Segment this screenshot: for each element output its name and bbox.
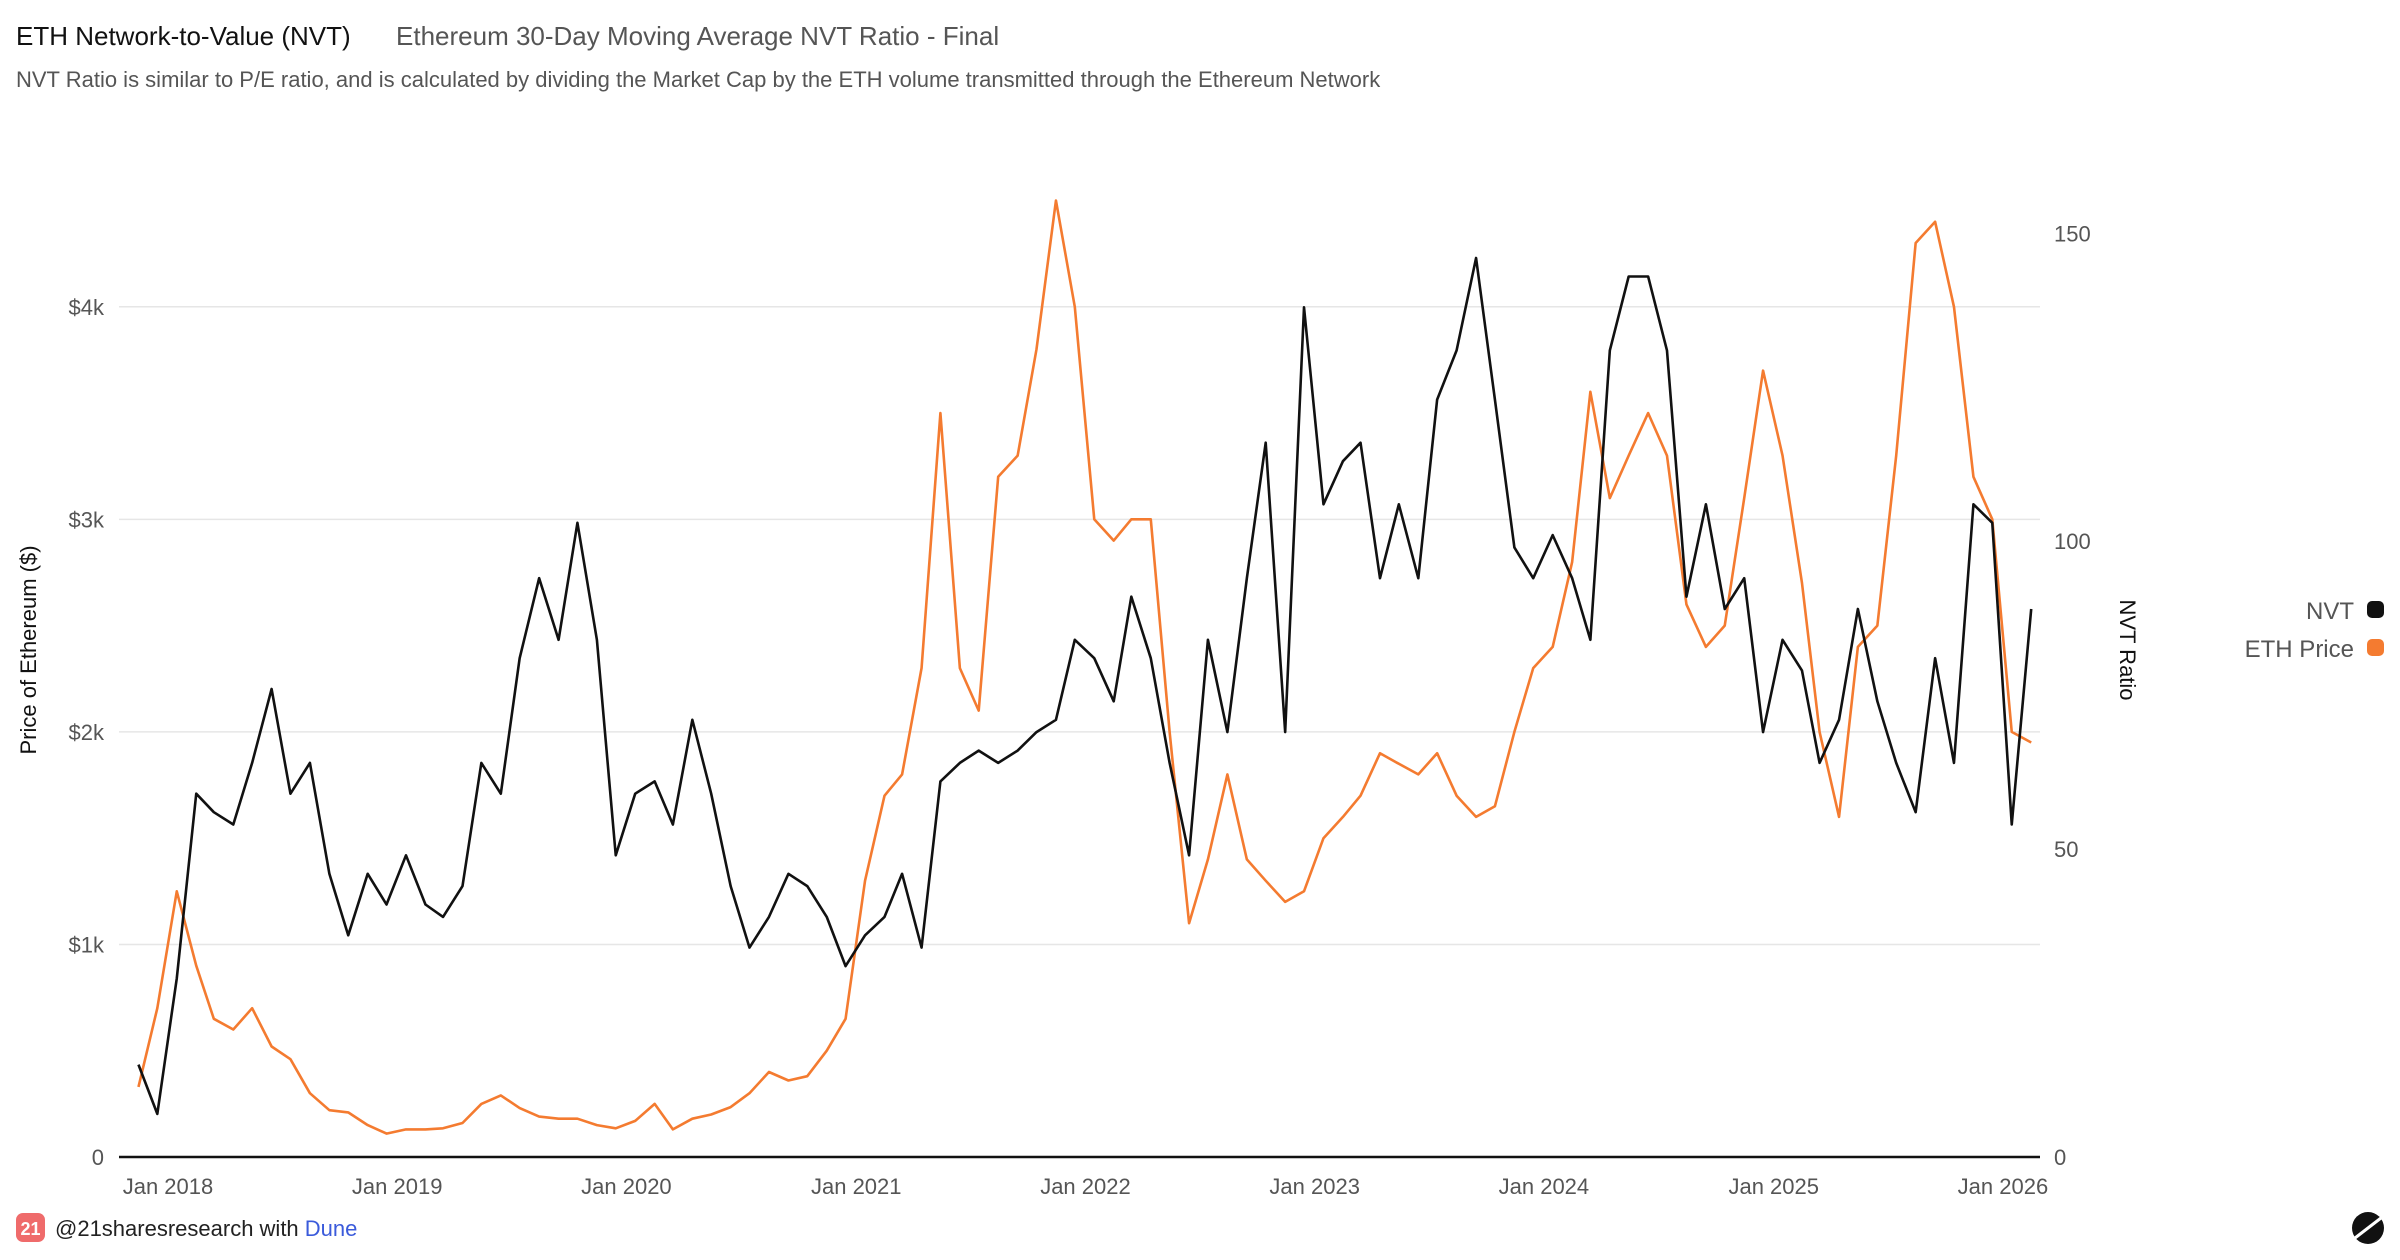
legend-item-nvt[interactable]: NVT — [2306, 598, 2384, 625]
y-right-tick-label: 100 — [2054, 529, 2091, 554]
y-left-tick-label: $3k — [69, 507, 105, 532]
21shares-logo-icon — [16, 1213, 45, 1242]
legend-swatch-eth-price — [2367, 639, 2384, 656]
y-axis-right: 0 50 100 150 — [2054, 221, 2091, 1170]
legend-label-nvt: NVT — [2306, 598, 2354, 625]
x-tick-label: Jan 2021 — [811, 1174, 902, 1199]
series-line — [137, 256, 2033, 1116]
x-tick-label: Jan 2025 — [1728, 1174, 1819, 1199]
y-left-tick-label: $1k — [69, 932, 105, 957]
legend: NVT ETH Price — [2245, 598, 2384, 663]
x-axis: Jan 2018 Jan 2019 Jan 2020 Jan 2021 Jan 2022… — [119, 1155, 2049, 1199]
dune-logo-icon[interactable] — [2352, 1212, 2384, 1244]
x-tick-label: Jan 2018 — [123, 1174, 214, 1199]
y-left-tick-label: 0 — [92, 1145, 104, 1170]
x-tick-label: Jan 2022 — [1040, 1174, 1131, 1199]
x-tick-label: Jan 2023 — [1269, 1174, 1360, 1199]
footer-author[interactable]: @21sharesresearch with Dune — [55, 1216, 357, 1241]
y-axis-left-title: Price of Ethereum ($) — [16, 545, 41, 754]
21shares-logo-text: 21 — [20, 1219, 40, 1239]
series-lines — [137, 199, 2033, 1135]
chart-title: ETH Network-to-Value (NVT) — [16, 21, 351, 51]
x-tick-label: Jan 2026 — [1958, 1174, 2049, 1199]
legend-item-eth-price[interactable]: ETH Price — [2245, 636, 2384, 663]
chart-description: NVT Ratio is similar to P/E ratio, and i… — [16, 67, 1381, 92]
y-axis-right-title: NVT Ratio — [2115, 599, 2140, 700]
x-tick-label: Jan 2024 — [1499, 1174, 1590, 1199]
x-tick-label: Jan 2020 — [581, 1174, 672, 1199]
gridlines — [119, 306, 2040, 946]
footer: 21 @21sharesresearch with Dune — [16, 1212, 2384, 1244]
series-eth-price — [137, 199, 2032, 1135]
dune-link[interactable]: Dune — [305, 1216, 358, 1241]
legend-label-eth-price: ETH Price — [2245, 636, 2354, 663]
chart-subtitle: Ethereum 30-Day Moving Average NVT Ratio… — [396, 21, 999, 51]
y-right-tick-label: 150 — [2054, 221, 2091, 246]
y-right-tick-label: 0 — [2054, 1145, 2066, 1170]
y-left-tick-label: $4k — [69, 295, 105, 320]
x-tick-label: Jan 2019 — [352, 1174, 443, 1199]
y-right-tick-label: 50 — [2054, 837, 2078, 862]
legend-swatch-nvt — [2367, 601, 2384, 618]
series-nvt — [137, 256, 2033, 1116]
series-line — [137, 199, 2032, 1135]
y-left-tick-label: $2k — [69, 720, 105, 745]
y-axis-left: 0 $1k $2k $3k $4k — [69, 295, 105, 1170]
